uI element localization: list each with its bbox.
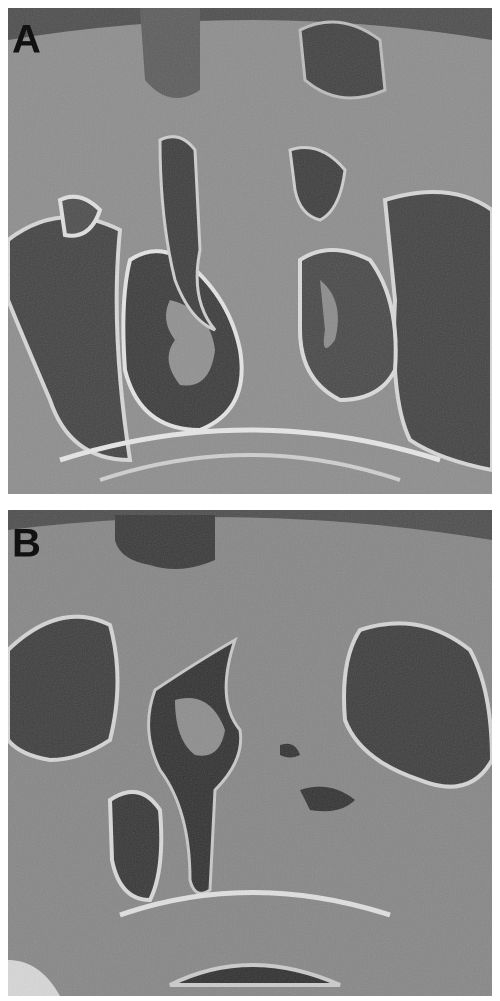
panel-b-image: [8, 510, 492, 996]
panel-label: B: [12, 522, 41, 566]
panel-label: A: [12, 18, 41, 62]
panel-a-image: [8, 8, 492, 494]
